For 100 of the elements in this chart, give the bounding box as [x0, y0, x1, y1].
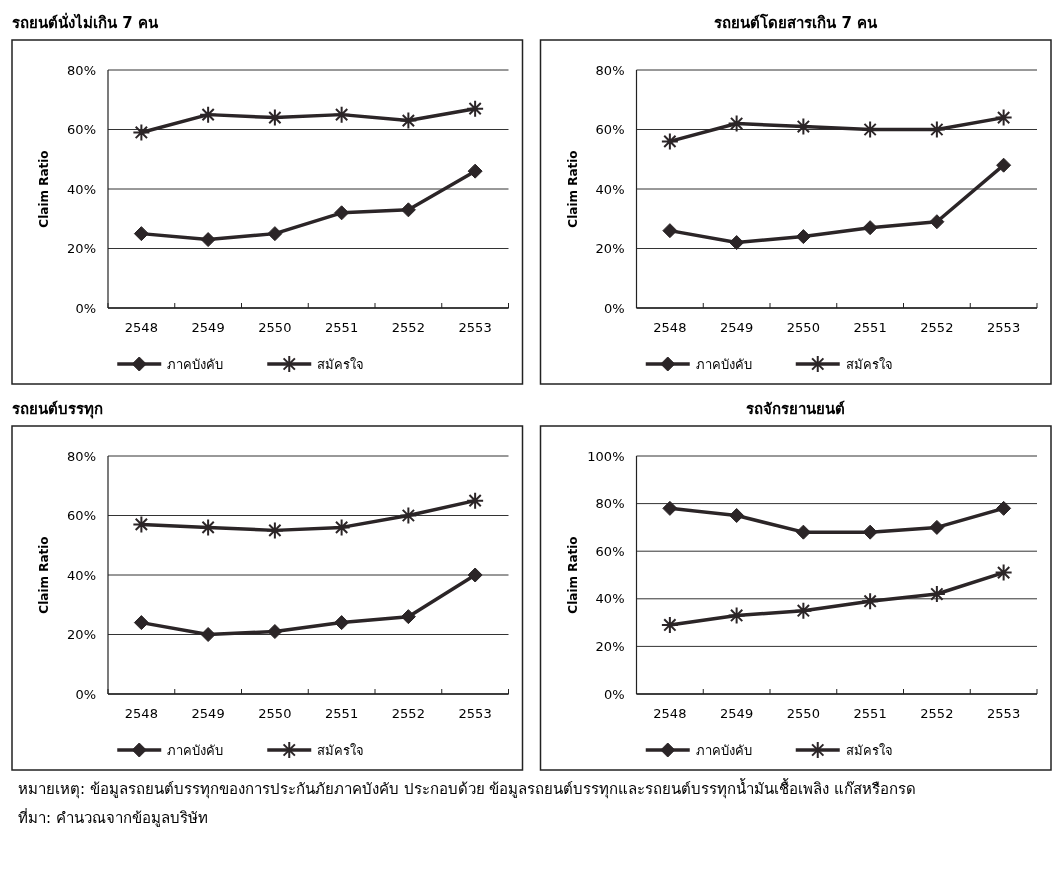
text: ที่มา: คำนวณจากข้อมูลบริษัท [17, 807, 209, 829]
point [265, 521, 284, 540]
y-tick-label: 80% [595, 496, 625, 512]
y-tick-label: 60% [67, 122, 96, 138]
point [332, 105, 351, 124]
x-tick-label: 2553 [987, 320, 1021, 335]
y-tick-label: 100% [587, 448, 625, 464]
legend-label: สมัครใจ [845, 356, 893, 372]
y-tick-label: 20% [67, 241, 96, 257]
x-tick-label: 2550 [786, 706, 820, 721]
y-tick-label: 60% [67, 508, 96, 524]
x-tick-label: 2551 [853, 320, 887, 335]
legend-label: ภาคบังคับ [167, 742, 224, 758]
point [267, 624, 283, 640]
x-tick-label: 2550 [258, 706, 292, 721]
chart-title: รถยนต์บรรทุก [12, 400, 103, 419]
x-tick-label: 2550 [258, 320, 292, 335]
point [467, 567, 483, 583]
point [794, 117, 813, 136]
point [662, 223, 678, 239]
x-tick-label: 2549 [191, 706, 225, 721]
chart-title: รถยนต์โดยสารเกิน 7 คน [714, 13, 879, 32]
point [199, 105, 218, 124]
y-tick-label: 20% [595, 241, 625, 257]
point [794, 601, 813, 620]
x-tick-label: 2549 [191, 320, 225, 335]
point [399, 506, 418, 525]
point [861, 592, 880, 611]
legend-label: สมัครใจ [317, 742, 365, 758]
point [466, 99, 485, 118]
point [994, 108, 1013, 127]
x-tick-label: 2549 [720, 706, 754, 721]
point [400, 202, 416, 218]
point [927, 585, 946, 604]
point [862, 524, 878, 540]
y-tick-label: 0% [75, 300, 96, 316]
legend-label: สมัครใจ [317, 356, 365, 372]
point [132, 515, 151, 534]
x-tick-label: 2551 [325, 706, 359, 721]
point [729, 508, 745, 523]
point [727, 114, 746, 133]
text: หมายเหตุ: ข้อมูลรถยนต์บรรทุกของการประกันภัยภาคบังคับ ประกอบด้วย ข้อมูลรถยนต์บรรทุกและรถยนต์บรรทุกน้ำมันเชื้อเพลิง แก๊สหรือกรด [17, 778, 918, 801]
point [660, 615, 679, 634]
point [332, 518, 351, 537]
x-tick-label: 2548 [124, 320, 158, 335]
point [200, 627, 216, 642]
x-tick-label: 2548 [653, 706, 687, 721]
point [660, 132, 679, 151]
y-tick-label: 40% [67, 181, 96, 197]
y-tick-label: 0% [603, 686, 625, 702]
point [729, 235, 745, 251]
y-tick-label: 40% [595, 181, 625, 197]
point [996, 157, 1012, 173]
point [267, 226, 283, 242]
x-tick-label: 2553 [458, 706, 492, 721]
x-tick-label: 2550 [786, 320, 820, 335]
x-tick-label: 2553 [987, 706, 1021, 721]
y-tick-label: 80% [67, 448, 96, 464]
x-tick-label: 2552 [920, 706, 954, 721]
legend-label: ภาคบังคับ [695, 356, 752, 372]
x-tick-label: 2551 [325, 320, 359, 335]
point [334, 615, 350, 631]
legend-label: สมัครใจ [845, 742, 893, 758]
point [795, 229, 811, 245]
point [334, 205, 350, 221]
y-tick-label: 40% [595, 591, 625, 607]
legend-label: ภาคบังคับ [695, 742, 752, 758]
chart-title: รถยนต์นั่งไม่เกิน 7 คน [12, 12, 159, 32]
x-tick-label: 2548 [124, 706, 158, 721]
point [996, 500, 1012, 516]
point [467, 163, 483, 179]
x-tick-label: 2552 [391, 706, 425, 721]
x-tick-label: 2551 [853, 706, 887, 721]
x-tick-label: 2552 [920, 320, 954, 335]
point [862, 220, 878, 236]
point [399, 111, 418, 130]
point [199, 518, 218, 537]
y-axis-title: Claim Ratio [37, 150, 51, 228]
point [662, 500, 678, 516]
x-tick-label: 2552 [391, 320, 425, 335]
legend-label: ภาคบังคับ [167, 356, 224, 372]
y-tick-label: 60% [595, 122, 625, 138]
y-axis-title: Claim Ratio [37, 536, 51, 614]
point [400, 609, 416, 625]
y-tick-label: 60% [595, 543, 625, 559]
y-tick-label: 20% [595, 638, 625, 654]
point [994, 563, 1013, 582]
x-tick-label: 2553 [458, 320, 492, 335]
point [929, 214, 945, 230]
point [133, 226, 149, 242]
y-tick-label: 40% [67, 567, 96, 583]
point [133, 615, 149, 631]
x-tick-label: 2548 [653, 320, 687, 335]
point [466, 491, 485, 510]
chart-title: รถจักรยานยนต์ [746, 400, 846, 418]
point [795, 524, 811, 540]
y-axis-title: Claim Ratio [565, 536, 580, 614]
y-tick-label: 20% [67, 627, 96, 643]
point [727, 606, 746, 625]
y-axis-title: Claim Ratio [565, 150, 580, 228]
